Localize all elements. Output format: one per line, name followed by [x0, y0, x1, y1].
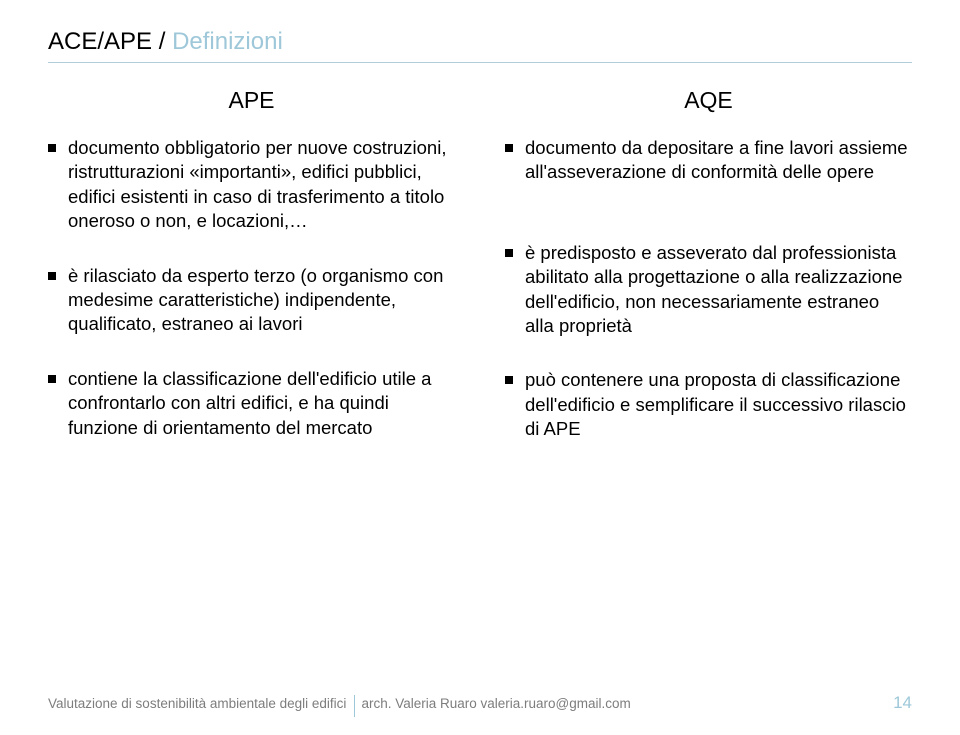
- list-item: è predisposto e asseverato dal professio…: [505, 241, 912, 339]
- list-item: documento obbligatorio per nuove costruz…: [48, 136, 455, 234]
- list-item: può contenere una proposta di classifica…: [505, 368, 912, 441]
- title-light: Definizioni: [172, 28, 283, 55]
- footer-separator: [354, 695, 355, 717]
- footer-left: Valutazione di sostenibilità ambientale …: [48, 696, 346, 711]
- title-strong: ACE/APE: [48, 28, 152, 55]
- footer: Valutazione di sostenibilità ambientale …: [48, 693, 912, 713]
- content-columns: APE documento obbligatorio per nuove cos…: [48, 87, 912, 472]
- footer-right: arch. Valeria Ruaro valeria.ruaro@gmail.…: [361, 696, 630, 711]
- page-number: 14: [893, 693, 912, 713]
- list-item: documento da depositare a fine lavori as…: [505, 136, 912, 185]
- left-list: documento obbligatorio per nuove costruz…: [48, 136, 455, 440]
- left-column: APE documento obbligatorio per nuove cos…: [48, 87, 455, 472]
- title-sep: /: [152, 28, 172, 55]
- list-item: è rilasciato da esperto terzo (o organis…: [48, 264, 455, 337]
- left-heading: APE: [48, 87, 455, 114]
- right-heading: AQE: [505, 87, 912, 114]
- right-column: AQE documento da depositare a fine lavor…: [505, 87, 912, 472]
- right-list: documento da depositare a fine lavori as…: [505, 136, 912, 442]
- page-title: ACE/APE / Definizioni: [48, 28, 912, 56]
- list-item: contiene la classificazione dell'edifici…: [48, 367, 455, 440]
- title-rule: [48, 62, 912, 63]
